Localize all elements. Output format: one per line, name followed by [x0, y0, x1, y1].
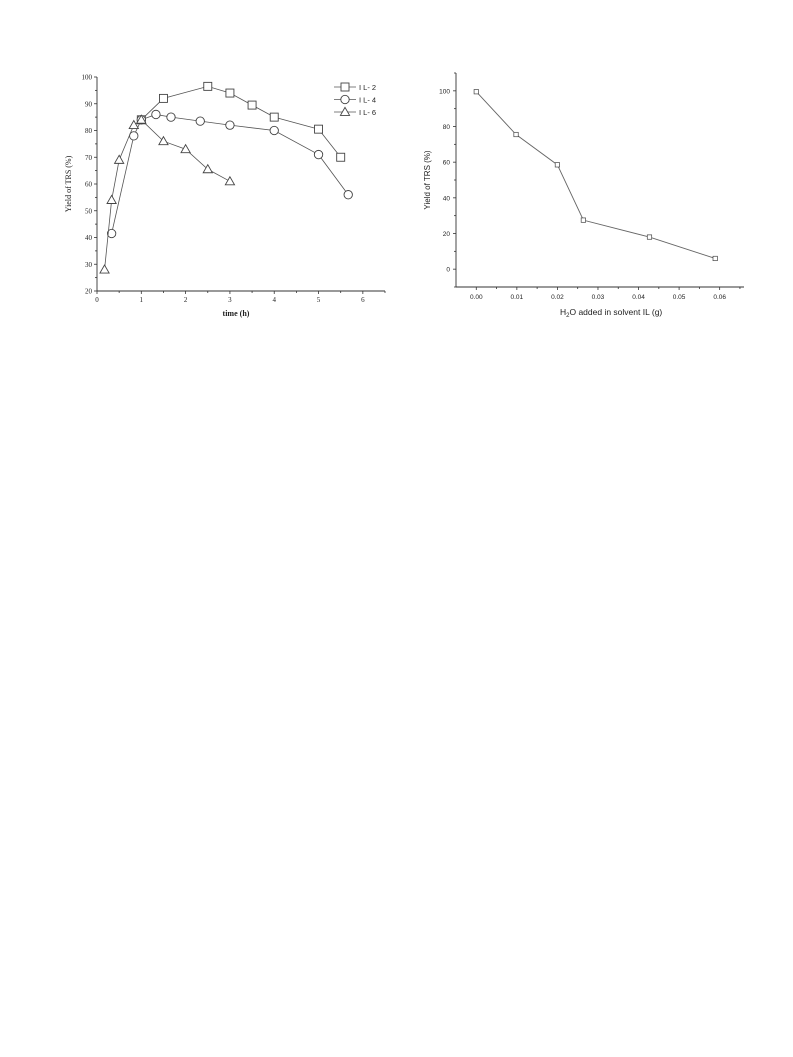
left-series-line: [111, 114, 349, 234]
left-y-tick-label: 20: [85, 288, 93, 296]
right-data-point: [513, 131, 519, 138]
right-x-label-h: H: [560, 307, 566, 317]
left-y-tick-label: 80: [85, 127, 93, 135]
left-data-point: [247, 100, 257, 110]
right-y-tick-label: 20: [443, 231, 451, 238]
left-data-point: [203, 81, 213, 91]
right-x-tick-label: 0.03: [592, 294, 605, 301]
left-x-tick-label: 5: [317, 296, 321, 304]
left-data-point: [128, 119, 140, 130]
legend-label: I L- 2: [359, 83, 376, 92]
right-y-tick-label: 40: [443, 195, 451, 202]
left-data-point: [99, 264, 110, 274]
left-data-point: [269, 112, 279, 122]
right-data-point: [646, 234, 653, 240]
left-data-point: [225, 88, 235, 98]
left-data-point: [269, 125, 279, 136]
left-x-tick-label: 2: [184, 296, 188, 304]
left-y-tick-label: 90: [85, 100, 93, 108]
left-data-point: [343, 190, 353, 200]
right-data-point: [473, 89, 479, 95]
left-x-tick-label: 4: [272, 296, 276, 304]
left-data-point: [224, 175, 236, 186]
left-x-tick-label: 1: [140, 296, 144, 304]
right-axis-ticks: 0.00 0.01 0.02 0.03 0.04 0.05 0.06 0 20 40 60 80 100: [439, 72, 741, 301]
legend-label: I L- 6: [359, 108, 376, 117]
right-x-tick-label: 0.06: [713, 294, 726, 301]
left-x-tick-label: 3: [228, 296, 232, 304]
right-y-tick-label: 100: [439, 88, 450, 95]
left-y-tick-label: 70: [85, 154, 93, 162]
left-data-point: [113, 154, 125, 164]
right-x-label-sub: 2: [566, 313, 570, 319]
legend-label: I L- 4: [359, 95, 376, 104]
right-x-tick-label: 0.05: [673, 294, 686, 301]
left-series-layer: [99, 81, 353, 274]
legend-marker: [339, 106, 351, 116]
left-data-point: [313, 149, 324, 160]
left-x-tick-label: 0: [95, 296, 99, 304]
left-y-tick-label: 30: [85, 261, 93, 269]
left-series-line: [104, 119, 231, 270]
left-data-point: [159, 93, 168, 103]
left-data-point: [195, 116, 205, 126]
left-data-point: [202, 163, 214, 174]
left-y-tick-label: 60: [85, 181, 93, 189]
left-data-point: [336, 152, 346, 162]
left-data-point: [158, 135, 169, 146]
right-series-layer: [473, 89, 718, 262]
left-data-point: [225, 120, 235, 130]
left-x-axis-label: time (h): [223, 309, 250, 318]
right-y-tick-label: 60: [443, 160, 451, 167]
left-data-point: [106, 228, 117, 239]
right-x-label-rest: O added in solvent IL (g): [569, 307, 662, 317]
left-legend: I L- 2 I L- 4 I L- 6: [334, 82, 376, 117]
right-x-tick-label: 0.02: [551, 294, 564, 301]
left-y-tick-label: 100: [82, 74, 93, 82]
left-y-tick-label: 50: [85, 207, 93, 215]
right-x-tick-label: 0.00: [470, 294, 483, 301]
right-data-point: [712, 255, 718, 262]
legend-marker: [340, 94, 350, 105]
left-data-point: [166, 112, 176, 122]
right-y-tick-label: 0: [446, 267, 450, 274]
left-data-point: [106, 194, 117, 204]
left-y-tick-label: 40: [85, 234, 93, 242]
right-y-tick-label: 80: [443, 124, 451, 131]
left-data-point: [135, 114, 147, 124]
left-y-axis-label: Yield of TRS (%): [64, 155, 73, 212]
left-axis-ticks: 0 1 2 3 4 5 6 20 30 40 50 60 70 80 90 100: [82, 74, 386, 304]
right-series-line: [475, 91, 716, 259]
right-x-tick-label: 0.04: [632, 294, 645, 301]
left-x-tick-label: 6: [361, 296, 365, 304]
left-data-point: [314, 124, 323, 134]
legend-marker: [340, 82, 350, 92]
right-data-point: [580, 217, 586, 223]
right-data-point: [554, 162, 560, 168]
water-yield-chart: 0.00 0.01 0.02 0.03 0.04 0.05 0.06 0 20 40 60 80 100…: [423, 72, 744, 319]
right-x-tick-label: 0.01: [511, 294, 524, 301]
left-data-point: [180, 143, 191, 154]
right-x-axis-label: H2O added in solvent IL (g): [560, 307, 662, 319]
right-y-axis-label: Yield of TRS (%): [423, 150, 432, 209]
left-data-point: [151, 109, 161, 120]
left-series-line: [141, 85, 342, 158]
